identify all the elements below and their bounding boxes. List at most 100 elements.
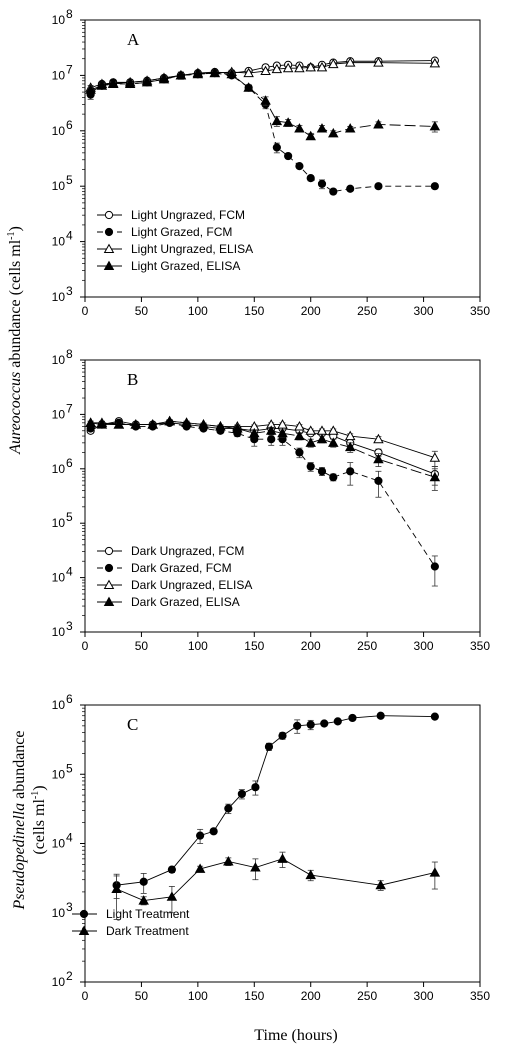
legend-marker (103, 243, 115, 254)
legend-marker (78, 925, 90, 936)
data-point (430, 182, 439, 191)
data-point (175, 69, 187, 80)
data-point (164, 415, 175, 426)
y-tick-exponent: 7 (66, 62, 73, 76)
data-point (264, 742, 274, 751)
data-point (139, 877, 148, 886)
x-tick-label: 100 (188, 639, 208, 653)
data-point (198, 419, 209, 429)
data-point (376, 711, 385, 720)
data-point (429, 867, 441, 877)
series-4 (85, 415, 441, 491)
x-tick-label: 300 (414, 304, 434, 318)
data-point (243, 82, 254, 92)
data-point (305, 869, 316, 880)
data-point (329, 473, 338, 482)
x-tick-label: 50 (135, 989, 149, 1003)
data-point (192, 68, 204, 79)
x-tick-label: 250 (357, 304, 377, 318)
data-point (85, 84, 96, 94)
legend-label: Dark Ungrazed, ELISA (131, 578, 252, 592)
data-point (96, 80, 108, 90)
data-point (85, 417, 96, 427)
x-tick-label: 300 (414, 989, 434, 1003)
data-point (373, 57, 384, 67)
data-point (430, 562, 439, 571)
data-point (294, 430, 305, 441)
data-point (305, 425, 316, 435)
x-tick-label: 200 (301, 304, 321, 318)
data-point (316, 433, 328, 444)
legend-marker (104, 227, 114, 237)
x-tick-label: 350 (470, 639, 490, 653)
y-tick-label: 10 (52, 407, 66, 421)
legend-label: Dark Grazed, ELISA (131, 595, 240, 609)
x-tick-label: 50 (135, 304, 149, 318)
data-point (277, 427, 288, 438)
data-point (294, 421, 305, 431)
data-point (111, 883, 122, 894)
legend-marker (104, 546, 114, 556)
data-point (306, 720, 315, 729)
data-point (306, 174, 315, 183)
y-tick-label: 10 (52, 124, 66, 138)
data-point (373, 433, 384, 444)
data-point (344, 57, 356, 67)
series-line (90, 72, 435, 193)
data-point (167, 865, 176, 874)
data-point (209, 67, 221, 78)
data-point (267, 435, 276, 444)
data-point (224, 804, 233, 813)
series-line (90, 72, 435, 137)
x-tick-label: 0 (82, 989, 89, 1003)
y-tick-exponent: 3 (66, 284, 73, 298)
series-line (90, 420, 436, 475)
data-point (147, 419, 158, 429)
series-2 (86, 69, 439, 196)
data-point (249, 427, 260, 438)
y-tick-label: 10 (52, 837, 66, 851)
x-tick-label: 250 (357, 639, 377, 653)
data-point (237, 789, 246, 799)
data-point (346, 467, 355, 476)
data-point (375, 879, 386, 890)
data-point (306, 462, 315, 471)
y-tick-label: 10 (52, 290, 66, 304)
data-point (305, 437, 316, 447)
data-point (328, 425, 339, 435)
data-point (278, 731, 287, 740)
y-tick-exponent: 6 (66, 692, 73, 706)
x-tick-label: 0 (82, 304, 89, 318)
legend-label: Dark Treatment (106, 924, 189, 938)
legend-marker (103, 596, 115, 607)
series-4 (85, 67, 441, 141)
x-tick-label: 100 (188, 989, 208, 1003)
data-point (124, 78, 136, 89)
data-point (166, 891, 178, 901)
series-3 (85, 57, 441, 92)
y-tick-label: 10 (52, 625, 66, 639)
legend-label: Light Grazed, ELISA (131, 259, 240, 273)
y-tick-exponent: 4 (66, 229, 73, 243)
data-point (295, 162, 304, 171)
y-tick-label: 10 (52, 235, 66, 249)
x-tick-label: 150 (244, 304, 264, 318)
data-point (317, 467, 327, 476)
data-point (429, 57, 441, 68)
x-axis-label: Time (hours) (254, 1027, 337, 1044)
data-point (344, 123, 356, 133)
data-point (320, 719, 329, 728)
data-point (282, 62, 294, 73)
x-tick-label: 300 (414, 639, 434, 653)
data-point (328, 437, 339, 447)
data-point (158, 73, 170, 84)
series-line (116, 858, 435, 902)
legend-label: Light Treatment (106, 907, 190, 921)
data-point (293, 721, 302, 730)
y-tick-label: 10 (52, 13, 66, 27)
y-tick-label: 10 (52, 353, 66, 367)
